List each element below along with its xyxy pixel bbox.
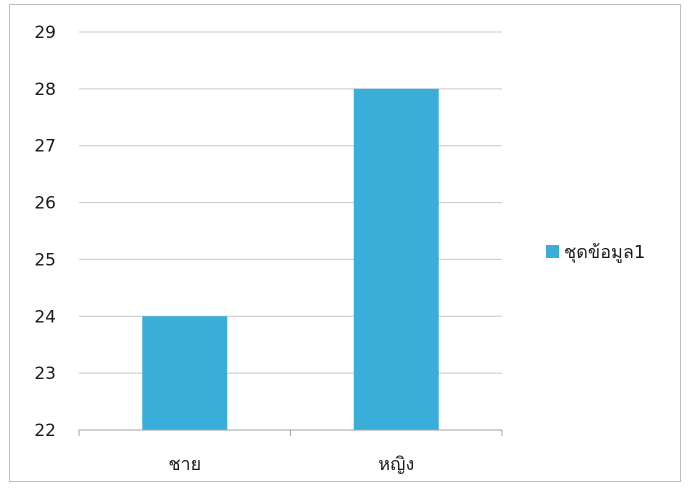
y-tick-label: 27: [34, 137, 56, 157]
x-tick-labels: ชาย หญิง: [168, 454, 414, 475]
y-tick-label: 24: [34, 307, 56, 327]
x-tick-label: หญิง: [378, 454, 414, 475]
x-tick-label: ชาย: [168, 454, 201, 475]
y-tick-labels: 22 23 24 25 26 27 28 29: [34, 23, 56, 441]
legend: ชุดข้อมูล1: [546, 242, 645, 263]
axes: [78, 429, 503, 436]
bar: [353, 88, 439, 430]
y-tick-label: 22: [34, 421, 56, 441]
bar: [142, 316, 228, 430]
legend-label: ชุดข้อมูล1: [564, 242, 645, 263]
legend-swatch: [546, 245, 559, 258]
y-tick-label: 28: [34, 80, 56, 100]
y-tick-label: 29: [34, 23, 56, 43]
y-tick-label: 26: [34, 194, 56, 214]
bars: [142, 88, 439, 430]
chart-frame: [9, 4, 681, 482]
y-tick-label: 23: [34, 364, 56, 384]
y-tick-label: 25: [34, 250, 56, 270]
